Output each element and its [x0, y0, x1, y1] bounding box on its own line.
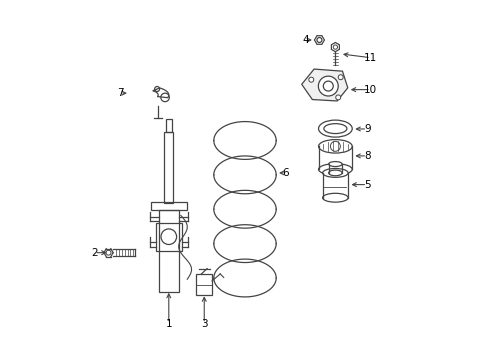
Polygon shape — [302, 69, 348, 101]
Circle shape — [336, 95, 341, 100]
Ellipse shape — [322, 193, 348, 202]
Text: 10: 10 — [364, 85, 377, 95]
Text: 5: 5 — [364, 180, 370, 190]
Circle shape — [318, 76, 338, 96]
Circle shape — [309, 77, 314, 82]
Ellipse shape — [322, 168, 348, 177]
Text: 8: 8 — [364, 151, 370, 161]
Text: 6: 6 — [282, 168, 289, 178]
Circle shape — [338, 75, 343, 80]
Text: 9: 9 — [364, 124, 370, 134]
Circle shape — [161, 229, 176, 244]
Ellipse shape — [324, 123, 347, 134]
Text: 11: 11 — [364, 53, 377, 63]
Ellipse shape — [318, 120, 352, 137]
Ellipse shape — [318, 164, 352, 175]
Ellipse shape — [318, 140, 352, 153]
Text: 1: 1 — [166, 319, 172, 329]
Ellipse shape — [329, 162, 342, 167]
Text: 2: 2 — [91, 248, 98, 258]
Text: 4: 4 — [303, 35, 309, 45]
Text: 3: 3 — [201, 319, 208, 329]
Text: 7: 7 — [117, 88, 123, 98]
Ellipse shape — [329, 170, 342, 176]
Circle shape — [330, 141, 341, 151]
